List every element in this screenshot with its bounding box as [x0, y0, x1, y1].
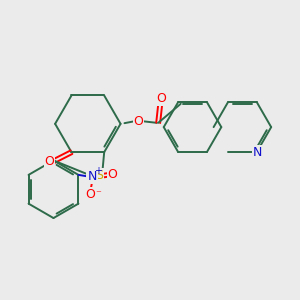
- Text: N: N: [88, 170, 97, 183]
- Text: N: N: [253, 146, 262, 158]
- Text: ⁻: ⁻: [95, 190, 101, 200]
- Text: O: O: [156, 92, 166, 106]
- Text: S: S: [95, 169, 103, 182]
- Text: O: O: [85, 188, 95, 201]
- Text: O: O: [134, 115, 143, 128]
- Text: O: O: [45, 155, 55, 169]
- Text: O: O: [107, 168, 117, 182]
- Text: +: +: [94, 166, 102, 176]
